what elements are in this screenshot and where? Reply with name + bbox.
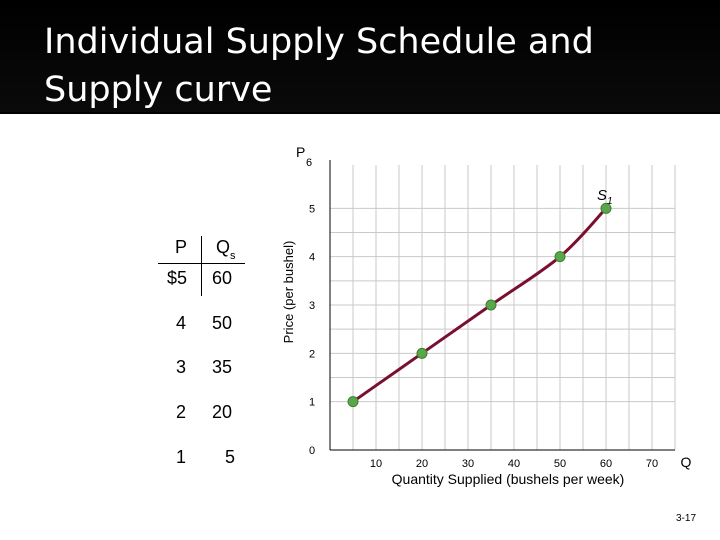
supply-data-point bbox=[600, 202, 612, 214]
schedule-price-cell: $5 bbox=[167, 268, 188, 288]
y-tick-label: 3 bbox=[309, 300, 315, 312]
x-tick-label: 70 bbox=[646, 458, 658, 470]
y-axis-title: Price (per bushel) bbox=[281, 241, 296, 344]
schedule-price-cell: 3 bbox=[176, 357, 187, 377]
title-bar: Individual Supply Schedule and Supply cu… bbox=[0, 0, 720, 112]
schedule-quantity-cell: 35 bbox=[212, 357, 233, 377]
slide-content bbox=[0, 114, 720, 540]
x-axis-letter: Q bbox=[681, 454, 692, 470]
slide-title: Individual Supply Schedule and Supply cu… bbox=[44, 22, 594, 110]
y-tick-label: 0 bbox=[309, 445, 315, 457]
schedule-header-q: Q bbox=[216, 237, 231, 257]
schedule-price-cell: 1 bbox=[176, 447, 187, 467]
y-tick-label: 4 bbox=[309, 252, 315, 264]
x-axis-title: Quantity Supplied (bushels per week) bbox=[392, 471, 625, 487]
schedule-quantity-cell: 60 bbox=[212, 268, 233, 288]
page-number: 3-17 bbox=[675, 513, 696, 524]
schedule-column-divider bbox=[201, 236, 202, 296]
schedule-header-quantity: Qs bbox=[216, 237, 236, 262]
schedule-header: P Qs bbox=[156, 237, 251, 267]
schedule-row: 3 35 bbox=[156, 357, 251, 387]
y-tick-label: 2 bbox=[309, 348, 315, 360]
x-tick-label: 40 bbox=[508, 458, 520, 470]
y-axis-letter: P bbox=[296, 144, 305, 160]
x-tick-label: 30 bbox=[462, 458, 474, 470]
x-tick-label: 50 bbox=[554, 458, 566, 470]
schedule-row: 2 20 bbox=[156, 402, 251, 432]
y-tick-label: 6 bbox=[306, 157, 312, 169]
y-tick-label: 5 bbox=[309, 203, 315, 215]
schedule-quantity-cell: 50 bbox=[212, 313, 233, 333]
supply-data-point bbox=[347, 396, 359, 408]
y-tick-label: 1 bbox=[309, 397, 315, 409]
supply-data-point bbox=[416, 347, 428, 359]
schedule-header-price: P bbox=[175, 237, 188, 257]
curve-label-subscript: 1 bbox=[607, 196, 613, 207]
x-tick-label: 60 bbox=[600, 458, 612, 470]
schedule-quantity-cell: 5 bbox=[225, 447, 236, 467]
schedule-row: 4 50 bbox=[156, 313, 251, 343]
x-tick-label: 10 bbox=[370, 458, 382, 470]
supply-data-point bbox=[485, 299, 497, 311]
supply-data-point bbox=[554, 251, 566, 263]
x-tick-label: 20 bbox=[416, 458, 428, 470]
schedule-row: $5 60 bbox=[156, 268, 251, 298]
schedule-quantity-cell: 20 bbox=[212, 402, 233, 422]
schedule-price-cell: 2 bbox=[176, 402, 187, 422]
curve-label: S bbox=[597, 187, 607, 204]
schedule-price-cell: 4 bbox=[176, 313, 187, 333]
schedule-header-sub: s bbox=[230, 250, 236, 262]
